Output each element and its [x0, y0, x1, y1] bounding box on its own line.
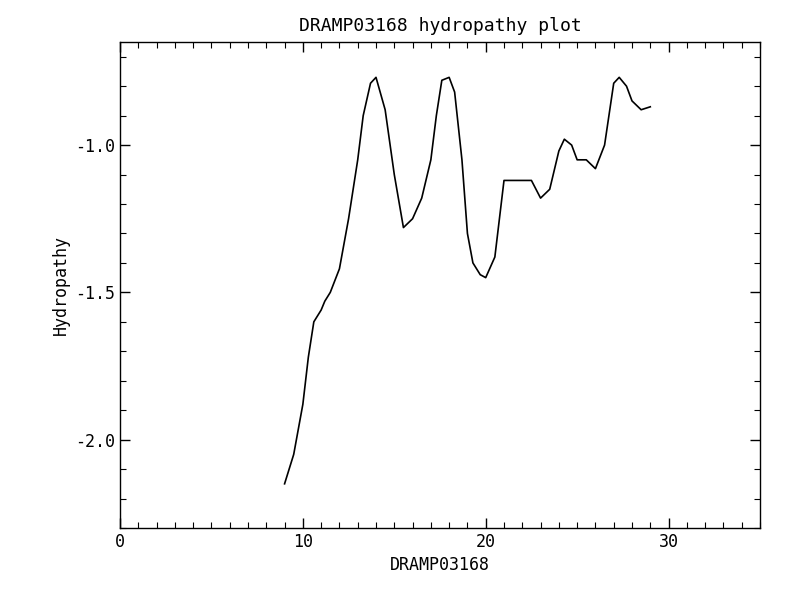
- Y-axis label: Hydropathy: Hydropathy: [51, 235, 70, 335]
- X-axis label: DRAMP03168: DRAMP03168: [390, 556, 490, 574]
- Title: DRAMP03168 hydropathy plot: DRAMP03168 hydropathy plot: [298, 17, 582, 35]
